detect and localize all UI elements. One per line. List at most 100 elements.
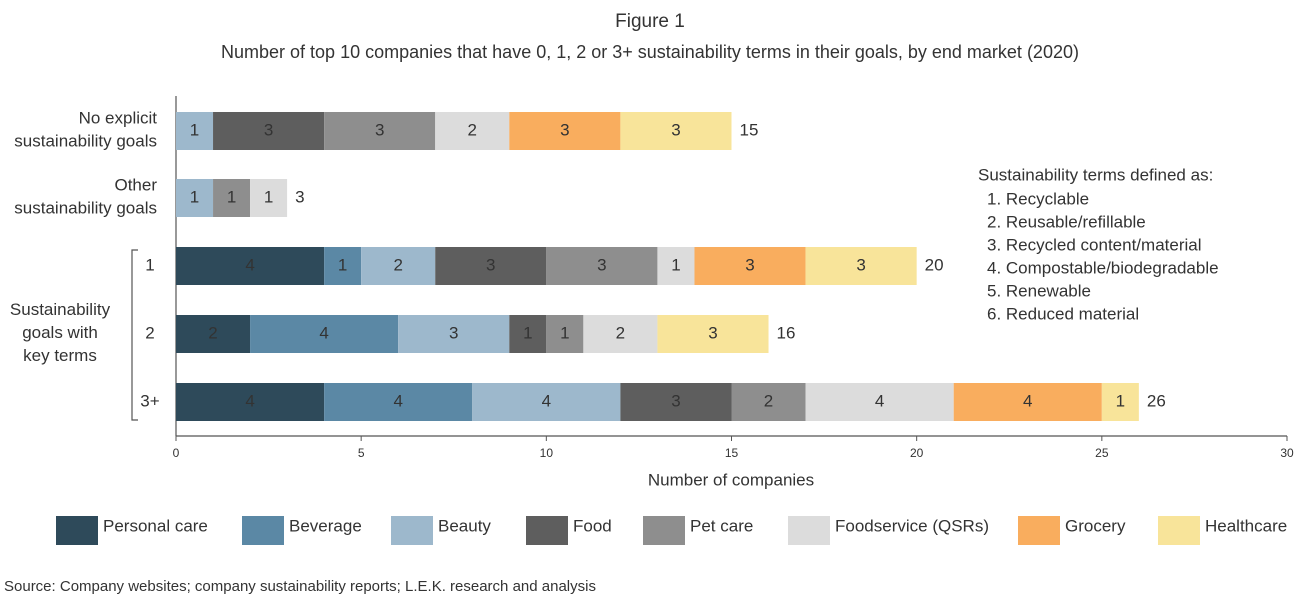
bar-segment (546, 247, 658, 285)
bar-segment (398, 315, 510, 353)
chart-subtitle: Number of top 10 companies that have 0, … (221, 42, 1079, 62)
segment-label: 3 (449, 323, 458, 342)
category-label: 1 (145, 255, 154, 274)
segment-label: 1 (338, 255, 347, 274)
bar-segment (620, 112, 732, 150)
bar-segment (657, 315, 769, 353)
segment-label: 4 (875, 391, 884, 410)
x-tick-label: 5 (358, 446, 365, 460)
segment-label: 3 (745, 255, 754, 274)
bar-segment (805, 247, 917, 285)
total-label: 26 (1147, 391, 1166, 410)
x-axis-label: Number of companies (648, 470, 814, 489)
bar-segment (509, 112, 621, 150)
note-item: 5. Renewable (987, 281, 1091, 300)
bar-segment (176, 315, 251, 353)
bar-segment (472, 383, 621, 421)
total-label: 20 (925, 255, 944, 274)
note-title: Sustainability terms defined as: (978, 165, 1213, 184)
note-item: 4. Compostable/biodegradable (987, 258, 1219, 277)
note-item: 3. Recycled content/material (987, 235, 1202, 254)
legend-swatch (1018, 516, 1060, 545)
segment-label: 4 (542, 391, 551, 410)
segment-label: 4 (1023, 391, 1032, 410)
legend-swatch (242, 516, 284, 545)
bar-segment (805, 383, 954, 421)
chart-title: Figure 1 (615, 11, 685, 32)
bar-segment (620, 383, 732, 421)
bar-segment (1101, 383, 1139, 421)
legend-label: Foodservice (QSRs) (835, 516, 989, 535)
bar-segment (435, 112, 510, 150)
category-label: 2 (145, 323, 154, 342)
segment-label: 4 (319, 323, 328, 342)
legend-label: Beverage (289, 516, 362, 535)
segment-label: 4 (393, 391, 402, 410)
note-item: 1. Recyclable (987, 189, 1089, 208)
segment-label: 1 (560, 323, 569, 342)
x-tick-label: 0 (173, 446, 180, 460)
bar-segment (694, 247, 806, 285)
bar-segment (583, 315, 658, 353)
bar-segment (361, 247, 436, 285)
bar-segment (546, 315, 584, 353)
bar-segment (176, 179, 214, 217)
segment-label: 2 (616, 323, 625, 342)
segment-label: 4 (245, 391, 254, 410)
bar-segment (324, 383, 473, 421)
segment-label: 3 (597, 255, 606, 274)
bar-segment (731, 383, 806, 421)
segment-label: 1 (227, 187, 236, 206)
bar-segment (250, 315, 399, 353)
legend-swatch (643, 516, 685, 545)
legend-swatch (1158, 516, 1200, 545)
legend-swatch (526, 516, 568, 545)
segment-label: 3 (486, 255, 495, 274)
bar-segment (213, 179, 251, 217)
bar-segment (250, 179, 288, 217)
segment-label: 3 (856, 255, 865, 274)
bar-segment (435, 247, 547, 285)
bar-segment (324, 247, 362, 285)
segment-label: 1 (523, 323, 532, 342)
total-label: 15 (740, 120, 759, 139)
category-label: Other sustainability goals (14, 176, 157, 218)
segment-label: 2 (208, 323, 217, 342)
category-label: 3+ (140, 391, 159, 410)
segment-label: 1 (264, 187, 273, 206)
bar-segment (176, 383, 325, 421)
segment-label: 1 (190, 120, 199, 139)
total-label: 16 (777, 323, 796, 342)
segment-label: 1 (190, 187, 199, 206)
segment-label: 1 (1116, 391, 1125, 410)
legend-label: Grocery (1065, 516, 1126, 535)
legend-label: Personal care (103, 516, 208, 535)
category-label: No explicit sustainability goals (14, 109, 157, 151)
legend-swatch (391, 516, 433, 545)
segment-label: 3 (375, 120, 384, 139)
x-tick-label: 10 (540, 446, 554, 460)
segment-label: 3 (708, 323, 717, 342)
segment-label: 1 (671, 255, 680, 274)
legend-swatch (788, 516, 830, 545)
bar-segment (953, 383, 1102, 421)
note-item: 6. Reduced material (987, 304, 1139, 323)
bar-segment (509, 315, 547, 353)
bar-segment (176, 112, 214, 150)
note-item: 2. Reusable/refillable (987, 212, 1146, 231)
source: Source: Company websites; company sustai… (4, 578, 596, 595)
segment-label: 2 (764, 391, 773, 410)
bar-segment (657, 247, 695, 285)
segment-label: 3 (560, 120, 569, 139)
legend-label: Healthcare (1205, 516, 1287, 535)
bar-segment (213, 112, 325, 150)
total-label: 3 (295, 187, 304, 206)
x-tick-label: 25 (1095, 446, 1109, 460)
segment-label: 4 (245, 255, 254, 274)
x-tick-label: 30 (1280, 446, 1294, 460)
segment-label: 3 (264, 120, 273, 139)
segment-label: 3 (671, 120, 680, 139)
legend-label: Beauty (438, 516, 491, 535)
